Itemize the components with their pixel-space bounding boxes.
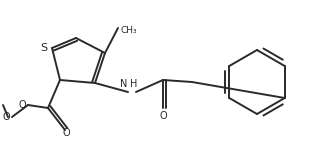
Text: O: O xyxy=(2,112,10,122)
Text: O: O xyxy=(62,128,70,138)
Text: O: O xyxy=(18,100,26,110)
Text: O: O xyxy=(159,111,167,121)
Text: H: H xyxy=(130,79,137,89)
Text: CH₃: CH₃ xyxy=(120,26,137,35)
Text: N: N xyxy=(120,79,127,89)
Text: S: S xyxy=(40,43,48,53)
